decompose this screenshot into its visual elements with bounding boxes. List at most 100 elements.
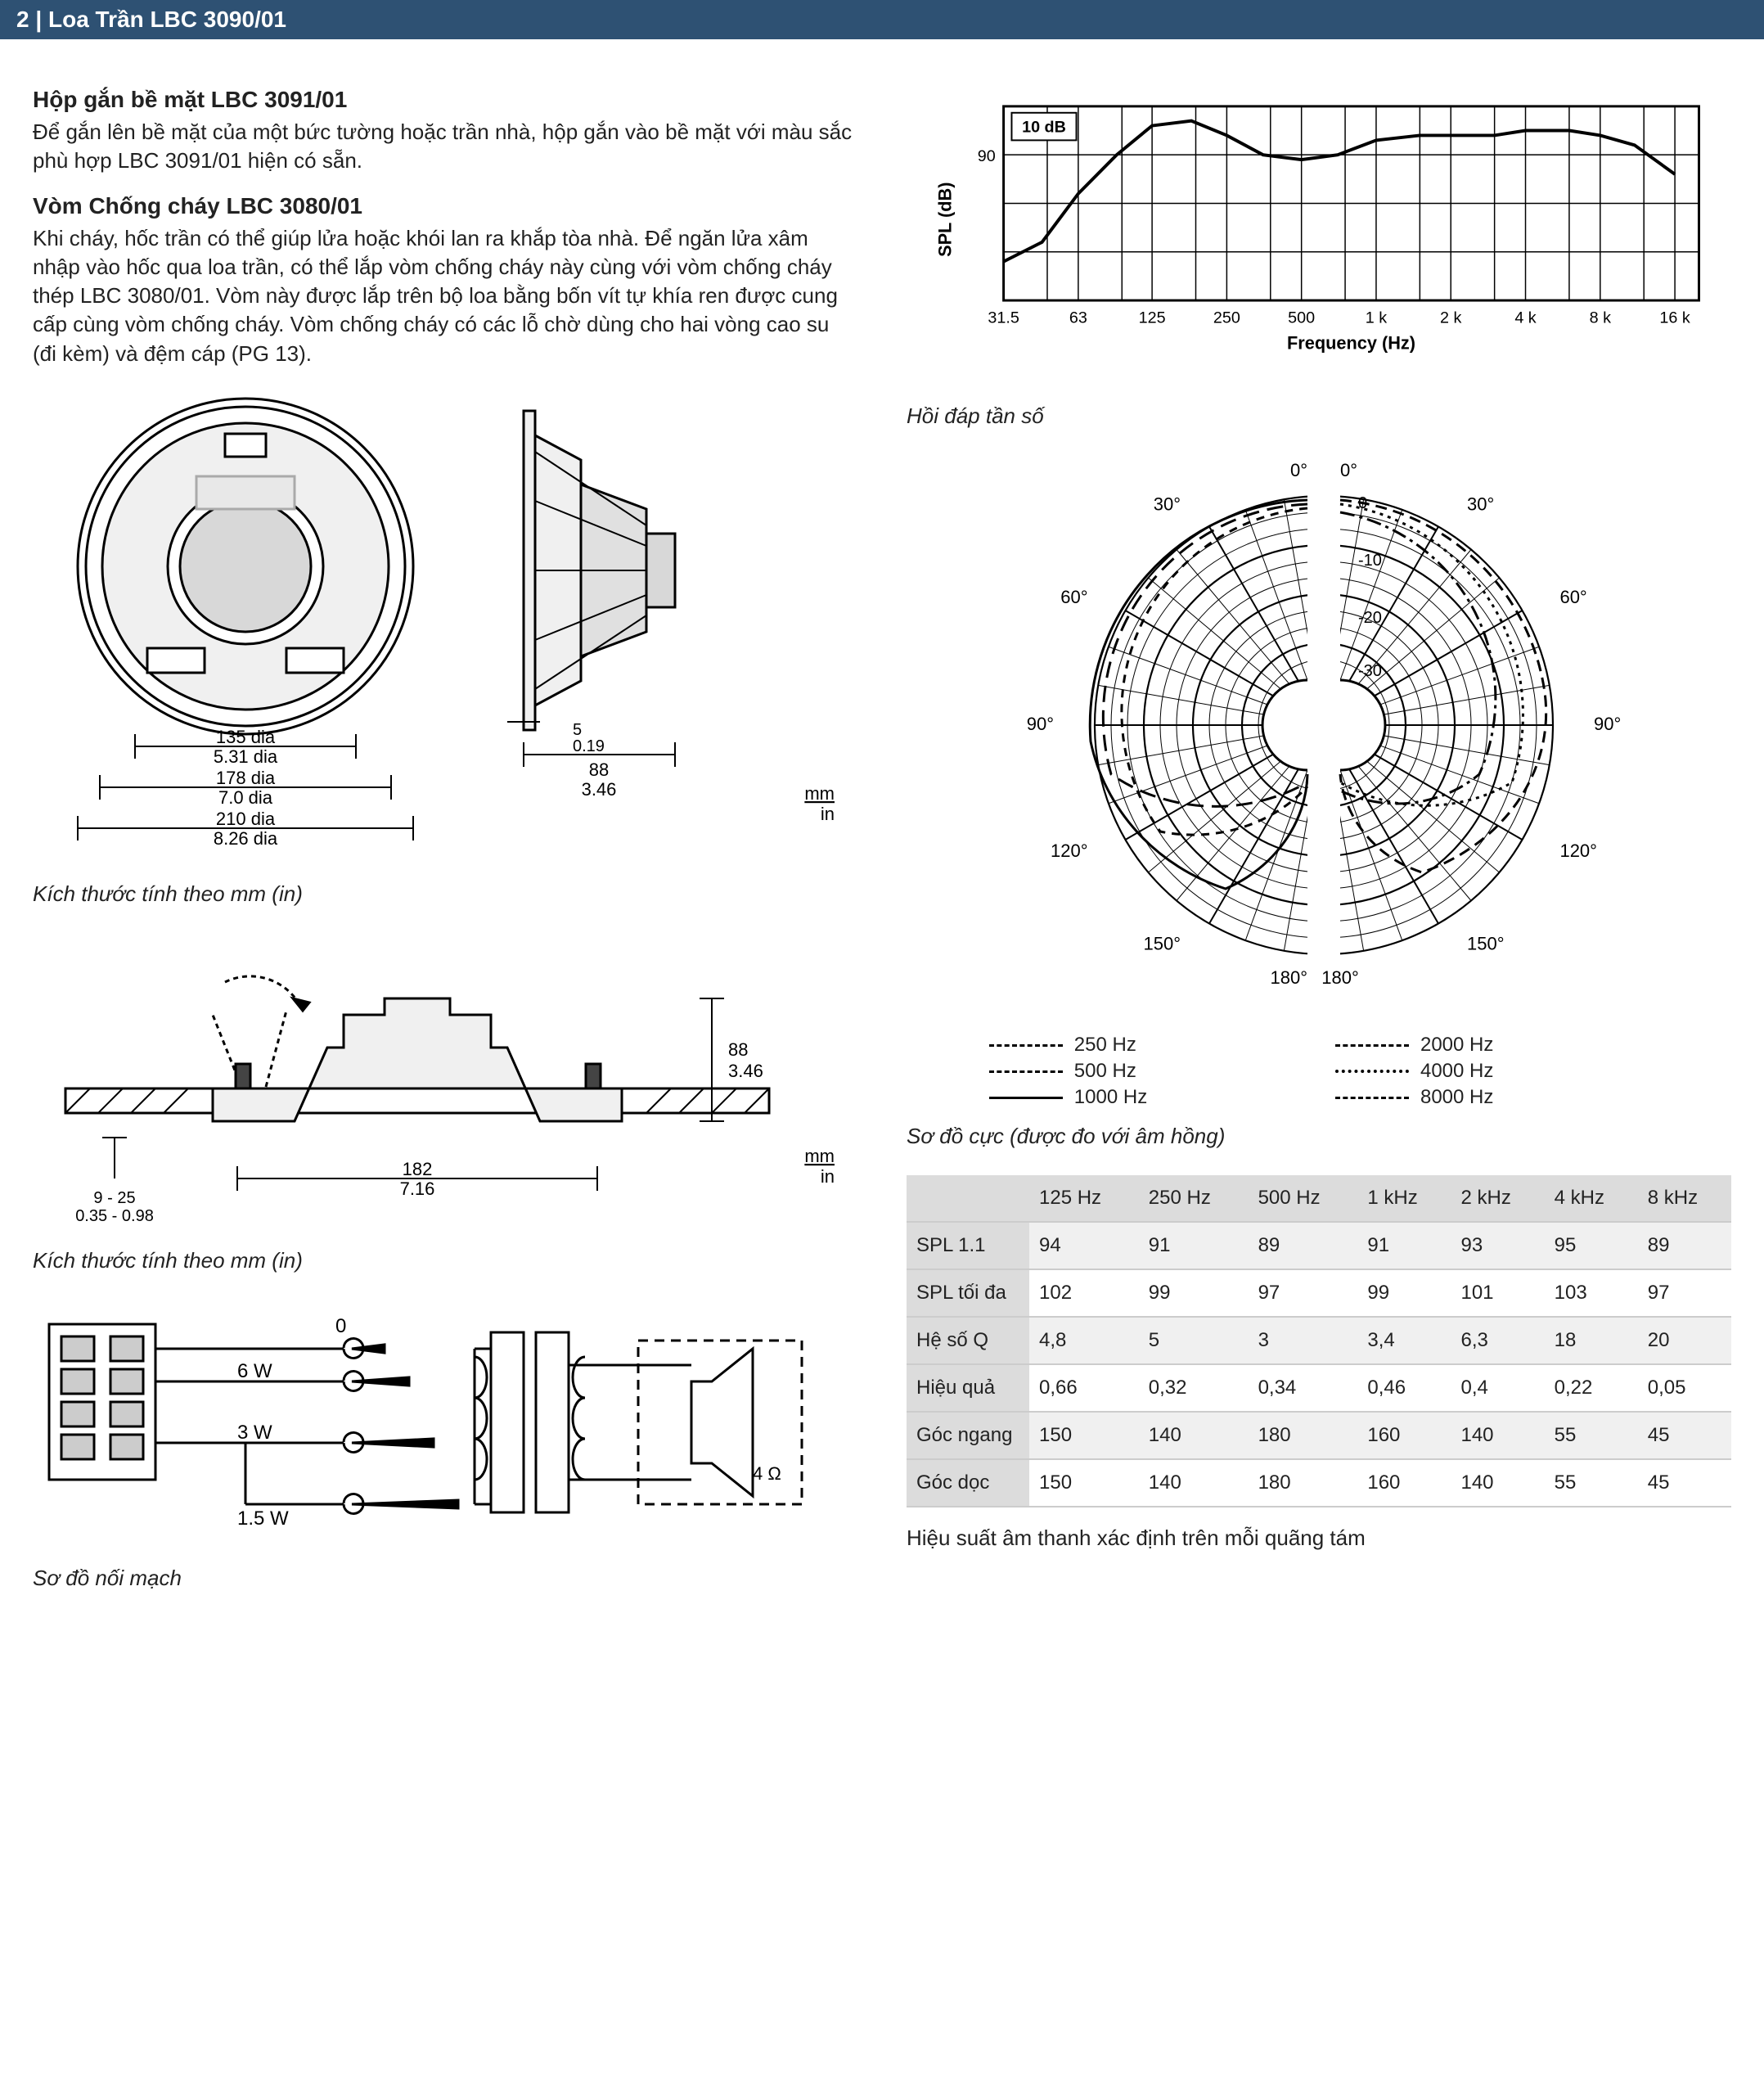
- freq-xtick: 4 k: [1514, 309, 1536, 327]
- table-cell: 140: [1451, 1412, 1544, 1459]
- caption-polar: Sơ đồ cực (được đo với âm hồng): [907, 1124, 1731, 1149]
- table-cell: 99: [1357, 1269, 1451, 1317]
- table-row: SPL tối đa10299979910110397: [907, 1269, 1731, 1317]
- table-cell: Góc ngang: [907, 1412, 1029, 1459]
- dim2-182-mm: 182: [403, 1159, 433, 1179]
- table-cell: 3: [1249, 1317, 1358, 1364]
- svg-text:0°: 0°: [1340, 460, 1357, 480]
- table-cell: 180: [1249, 1459, 1358, 1507]
- table-header-cell: 250 Hz: [1139, 1175, 1249, 1222]
- svg-text:150°: 150°: [1467, 933, 1505, 953]
- freq-xtick: 1 k: [1366, 309, 1387, 327]
- svg-text:-20: -20: [1358, 609, 1382, 627]
- table-cell: 95: [1545, 1222, 1638, 1269]
- legend-500hz: 500 Hz: [1074, 1060, 1136, 1083]
- svg-text:180°: 180°: [1321, 967, 1359, 988]
- table-header-cell: 125 Hz: [1029, 1175, 1139, 1222]
- freq-xtick: 63: [1069, 309, 1087, 327]
- table-cell: 93: [1451, 1222, 1544, 1269]
- right-column: 10 dB 90 SPL (dB) Frequency (Hz) 31.5631…: [907, 80, 1731, 1591]
- table-cell: 0,34: [1249, 1364, 1358, 1412]
- figure-dimensions-1: 135 dia 5.31 dia 178 dia 7.0 dia 210 dia…: [33, 386, 857, 867]
- dim-135-mm: 135 dia: [216, 727, 276, 747]
- table-row: SPL 1.194918991939589: [907, 1222, 1731, 1269]
- page-header: 2 | Loa Trần LBC 3090/01: [0, 0, 1764, 39]
- table-cell: 20: [1638, 1317, 1731, 1364]
- svg-text:30°: 30°: [1467, 494, 1494, 515]
- table-cell: 91: [1139, 1222, 1249, 1269]
- page-title: Loa Trần LBC 3090/01: [48, 7, 286, 32]
- table-cell: 140: [1451, 1459, 1544, 1507]
- table-cell: 3,4: [1357, 1317, 1451, 1364]
- svg-text:150°: 150°: [1143, 933, 1181, 953]
- table-cell: Góc dọc: [907, 1459, 1029, 1507]
- table-cell: 45: [1638, 1459, 1731, 1507]
- table-cell: 101: [1451, 1269, 1544, 1317]
- table-header-cell: 4 kHz: [1545, 1175, 1638, 1222]
- circuit-tap-1_5w: 1.5 W: [237, 1507, 289, 1530]
- table-cell: 97: [1638, 1269, 1731, 1317]
- table-cell: 4,8: [1029, 1317, 1139, 1364]
- dim2-range-in: 0.35 - 0.98: [75, 1207, 154, 1225]
- table-cell: 150: [1029, 1412, 1139, 1459]
- svg-text:-30: -30: [1358, 662, 1382, 680]
- table-row: Hệ số Q4,8533,46,31820: [907, 1317, 1731, 1364]
- freq-ylabel: SPL (dB): [934, 183, 955, 257]
- table-cell: SPL 1.1: [907, 1222, 1029, 1269]
- table-header-cell: 500 Hz: [1249, 1175, 1358, 1222]
- circuit-impedance: 4 Ω: [753, 1463, 781, 1484]
- table-cell: 97: [1249, 1269, 1358, 1317]
- page-number: 2: [16, 7, 29, 32]
- freq-xtick: 2 k: [1440, 309, 1461, 327]
- table-cell: 160: [1357, 1459, 1451, 1507]
- svg-text:180°: 180°: [1270, 967, 1307, 988]
- dim-178-in: 7.0 dia: [218, 787, 273, 808]
- table-cell: 103: [1545, 1269, 1638, 1317]
- table-row: Hiệu quả0,660,320,340,460,40,220,05: [907, 1364, 1731, 1412]
- dim2-88-in: 3.46: [728, 1061, 763, 1081]
- dim2-88-mm: 88: [728, 1039, 748, 1060]
- unit-in-1: in: [821, 804, 835, 824]
- dim-88-mm: 88: [589, 759, 609, 780]
- dim-135-in: 5.31 dia: [214, 746, 278, 767]
- table-cell: 0,22: [1545, 1364, 1638, 1412]
- caption-circuit: Sơ đồ nối mạch: [33, 1566, 857, 1591]
- table-cell: 55: [1545, 1459, 1638, 1507]
- section-heading-fire-dome: Vòm Chống cháy LBC 3080/01: [33, 193, 857, 219]
- dim-5-in: 0.19: [573, 737, 605, 755]
- freq-xtick: 16 k: [1659, 309, 1690, 327]
- section-body-surface-box: Để gắn lên bề mặt của một bức tường hoặc…: [33, 118, 857, 175]
- freq-xtick: 250: [1213, 309, 1240, 327]
- svg-text:90°: 90°: [1594, 714, 1621, 734]
- freq-badge: 10 dB: [1022, 119, 1066, 137]
- performance-table: 125 Hz250 Hz500 Hz1 kHz2 kHz4 kHz8 kHz S…: [907, 1175, 1731, 1507]
- table-cell: 0,32: [1139, 1364, 1249, 1412]
- table-row: Góc ngang1501401801601405545: [907, 1412, 1731, 1459]
- table-cell: 0,46: [1357, 1364, 1451, 1412]
- unit-mm-2: mm: [804, 1146, 835, 1166]
- table-cell: 55: [1545, 1412, 1638, 1459]
- circuit-tap-3w: 3 W: [237, 1422, 272, 1444]
- dim2-range-mm: 9 - 25: [93, 1189, 135, 1207]
- table-cell: 180: [1249, 1412, 1358, 1459]
- table-cell: 102: [1029, 1269, 1139, 1317]
- table-cell: 140: [1139, 1412, 1249, 1459]
- table-cell: 160: [1357, 1412, 1451, 1459]
- table-cell: SPL tối đa: [907, 1269, 1029, 1317]
- table-note: Hiệu suất âm thanh xác định trên mỗi quã…: [907, 1525, 1731, 1551]
- svg-text:60°: 60°: [1559, 587, 1586, 607]
- legend-8000hz: 8000 Hz: [1420, 1086, 1493, 1109]
- dim2-182-in: 7.16: [400, 1178, 435, 1199]
- svg-text:90°: 90°: [1027, 714, 1054, 734]
- svg-text:120°: 120°: [1051, 840, 1088, 861]
- dim-178-mm: 178 dia: [216, 768, 276, 788]
- dim-210-mm: 210 dia: [216, 809, 276, 829]
- legend-1000hz: 1000 Hz: [1074, 1086, 1147, 1109]
- legend-4000hz: 4000 Hz: [1420, 1060, 1493, 1083]
- unit-mm-1: mm: [804, 783, 835, 804]
- table-cell: Hệ số Q: [907, 1317, 1029, 1364]
- table-header-cell: 8 kHz: [1638, 1175, 1731, 1222]
- svg-text:120°: 120°: [1559, 840, 1597, 861]
- table-cell: 45: [1638, 1412, 1731, 1459]
- table-cell: 94: [1029, 1222, 1139, 1269]
